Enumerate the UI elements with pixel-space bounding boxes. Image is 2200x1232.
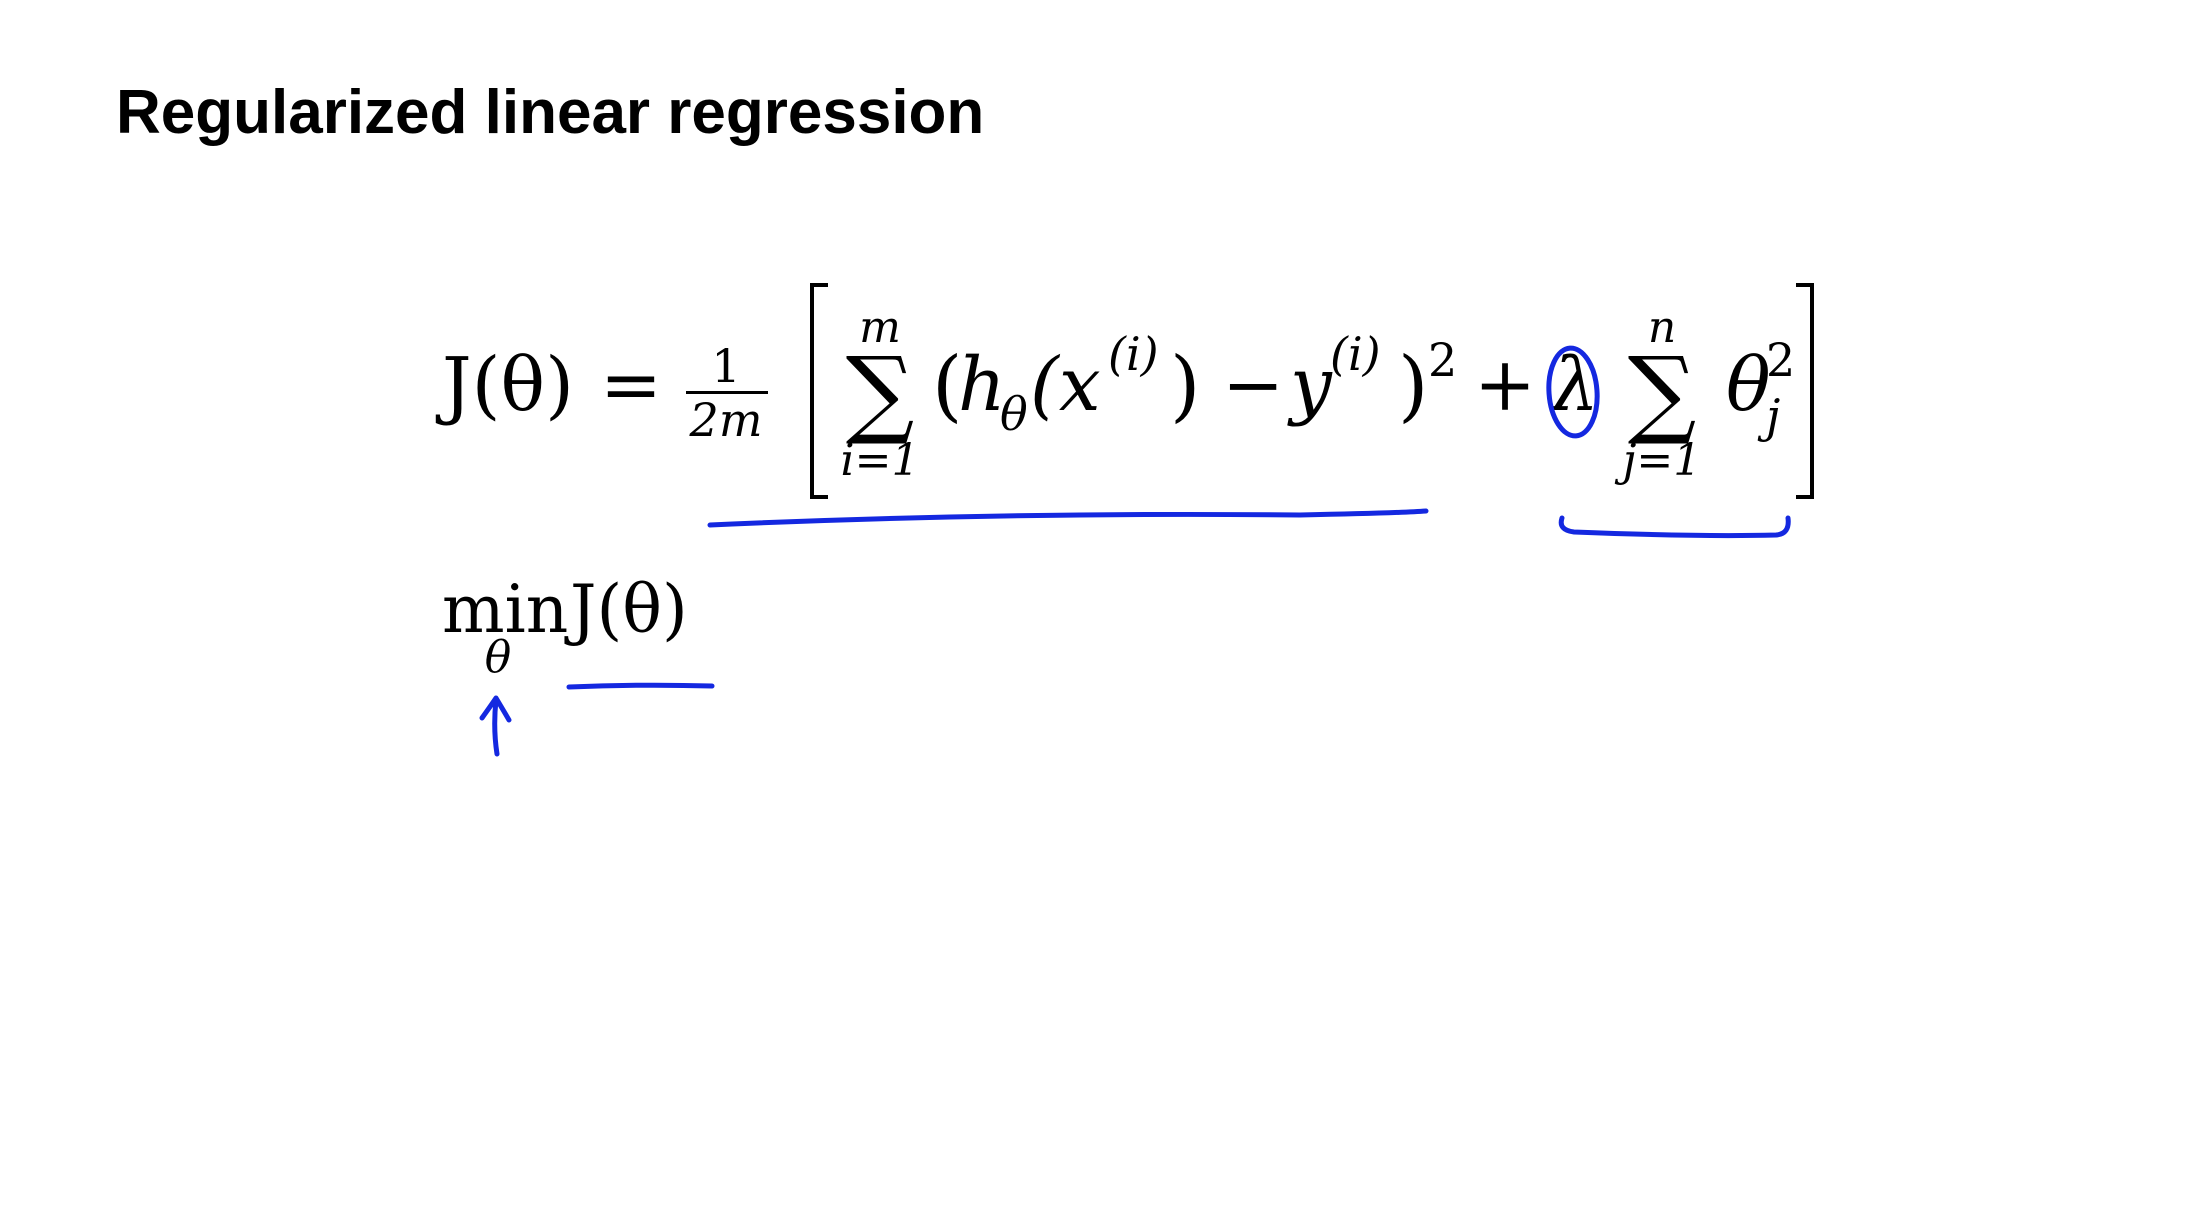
fraction-numerator: 1 xyxy=(711,339,740,393)
cost-equation: J(θ) = 1 2m m ∑ i=1 ( h θ (x (i) ) − y (… xyxy=(435,283,1814,499)
left-bracket xyxy=(810,283,828,499)
sum2-lower-limit: j=1 xyxy=(1614,435,1702,486)
sum2-upper-limit: n xyxy=(1648,302,1676,353)
up-arrow-icon xyxy=(479,695,512,757)
equals-sign: = xyxy=(600,342,662,428)
fraction-bar xyxy=(686,391,768,394)
y-superscript: (i) xyxy=(1330,327,1381,381)
slide-title: Regularized linear regression xyxy=(116,78,985,147)
objective: min θ J(θ) xyxy=(442,571,688,683)
min-subscript: θ xyxy=(485,632,512,683)
hypothesis-h: h xyxy=(958,342,1006,428)
fraction-denominator: 2m xyxy=(689,393,763,447)
plus-sign: + xyxy=(1474,342,1536,428)
min-operator: min xyxy=(442,571,568,648)
minus-sign: − xyxy=(1222,342,1284,428)
sum1-symbol: ∑ xyxy=(846,336,915,448)
x-close-paren: ) xyxy=(1170,341,1200,431)
right-bracket xyxy=(1796,283,1814,499)
sum2-symbol: ∑ xyxy=(1628,336,1697,448)
theta-term: θ xyxy=(1726,342,1771,428)
underbrace-regularization-term xyxy=(1558,515,1791,539)
hypothesis-subscript: θ xyxy=(1000,387,1028,441)
open-paren: ( xyxy=(932,341,962,431)
square-exponent: 2 xyxy=(1428,333,1457,387)
equation-lhs: J(θ) xyxy=(435,342,574,428)
sum1-lower-limit: i=1 xyxy=(841,435,920,486)
close-paren: ) xyxy=(1398,341,1428,431)
objective-function: J(θ) xyxy=(564,571,688,648)
x-argument: (x xyxy=(1030,342,1101,428)
sum1-upper-limit: m xyxy=(859,302,901,353)
ink-annotations xyxy=(479,345,1791,757)
underline-objective-function xyxy=(566,682,715,690)
y-label: y xyxy=(1287,342,1333,428)
theta-superscript: 2 xyxy=(1766,333,1795,387)
x-superscript: (i) xyxy=(1108,327,1159,381)
lambda-circle xyxy=(1546,345,1600,439)
underline-squared-error-term xyxy=(707,508,1429,528)
